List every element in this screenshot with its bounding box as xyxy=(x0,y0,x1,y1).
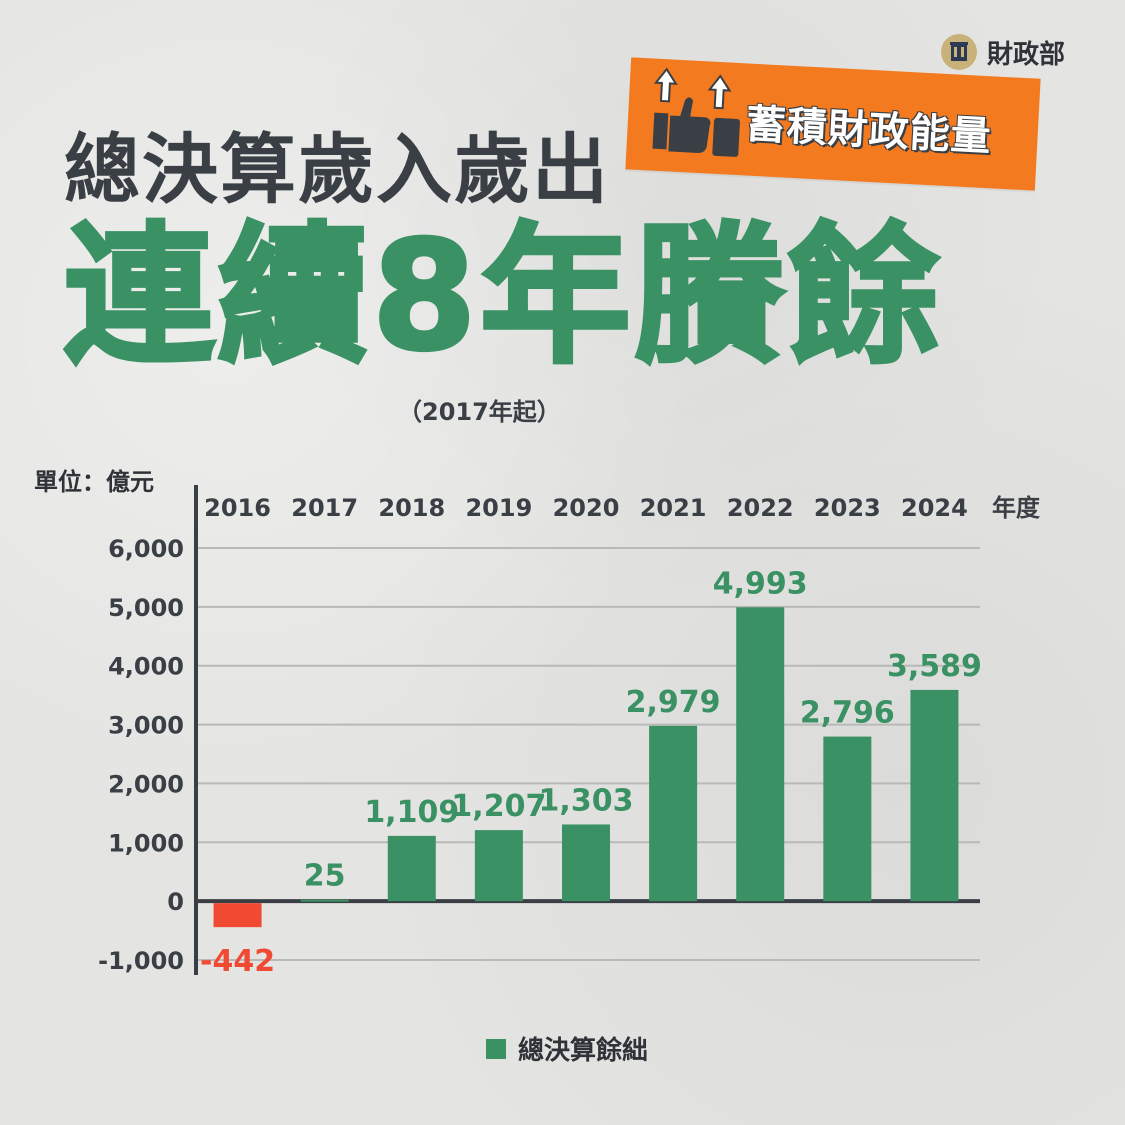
data-label: 2,796 xyxy=(800,696,895,731)
bar xyxy=(910,689,959,902)
bar xyxy=(474,830,523,902)
bar xyxy=(736,607,785,902)
x-category-label: 2019 xyxy=(465,494,532,522)
headline-line1: 總決算歲入歲出 xyxy=(64,125,610,214)
y-tick-label: -1,000 xyxy=(98,947,184,975)
ministry-logo: 財政部 xyxy=(940,32,1065,72)
data-label: 25 xyxy=(304,859,346,894)
x-category-label: 2016 xyxy=(204,494,271,522)
unit-label: 單位：億元 xyxy=(34,468,154,496)
thumbs-up-icon xyxy=(643,64,748,173)
x-category-label: 2024 xyxy=(901,494,968,522)
bar xyxy=(823,736,872,902)
headline-line2: 連續8年賸餘 xyxy=(62,210,943,384)
y-tick-label: 4,000 xyxy=(108,653,184,681)
data-label: 2,979 xyxy=(626,685,721,720)
bar xyxy=(649,725,698,902)
y-tick-label: 2,000 xyxy=(108,770,184,798)
data-label: 1,207 xyxy=(451,789,546,824)
ministry-seal-icon xyxy=(940,34,977,70)
data-label: 3,589 xyxy=(887,649,982,684)
bar xyxy=(387,835,436,902)
legend-swatch xyxy=(486,1038,506,1059)
x-category-label: 2018 xyxy=(378,494,445,522)
y-tick-label: 0 xyxy=(167,888,184,916)
data-label: -442 xyxy=(200,944,275,979)
x-category-label: 2020 xyxy=(553,494,620,522)
bar xyxy=(213,903,262,928)
bar xyxy=(562,824,610,902)
ministry-name: 財政部 xyxy=(986,39,1065,70)
x-axis-unit: 年度 xyxy=(992,494,1041,522)
bar xyxy=(300,899,349,902)
x-category-label: 2017 xyxy=(291,494,358,522)
legend-label: 總決算餘絀 xyxy=(518,1036,649,1066)
badge: 蓄積財政能量 xyxy=(625,57,1041,191)
y-tick-label: 1,000 xyxy=(108,829,184,857)
x-category-label: 2022 xyxy=(727,494,794,522)
legend: 總決算餘絀 xyxy=(486,1030,648,1067)
y-tick-label: 3,000 xyxy=(108,712,184,740)
y-tick-label: 5,000 xyxy=(108,594,184,622)
y-tick-label: 6,000 xyxy=(108,535,184,563)
data-label: 1,303 xyxy=(539,783,634,818)
headline-note: （2017年起） xyxy=(398,398,561,426)
data-label: 4,993 xyxy=(713,566,808,601)
x-category-label: 2023 xyxy=(814,494,881,522)
data-label: 1,109 xyxy=(364,795,459,830)
x-category-label: 2021 xyxy=(640,494,707,522)
